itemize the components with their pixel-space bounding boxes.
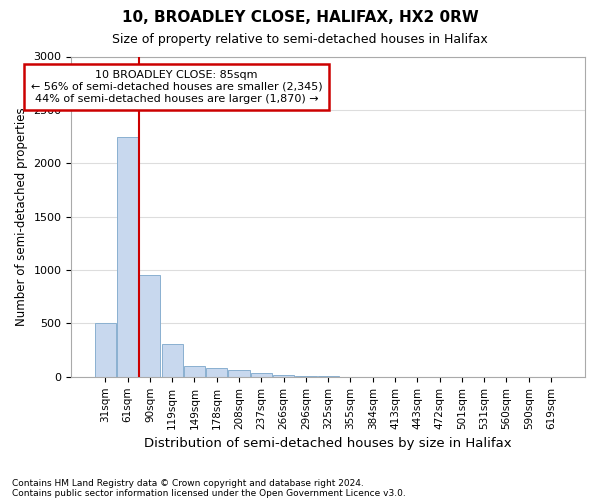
Text: Size of property relative to semi-detached houses in Halifax: Size of property relative to semi-detach… xyxy=(112,32,488,46)
Bar xyxy=(117,136,138,377)
Bar xyxy=(273,375,294,377)
Text: 10 BROADLEY CLOSE: 85sqm
← 56% of semi-detached houses are smaller (2,345)
44% o: 10 BROADLEY CLOSE: 85sqm ← 56% of semi-d… xyxy=(31,70,322,104)
Text: 10, BROADLEY CLOSE, HALIFAX, HX2 0RW: 10, BROADLEY CLOSE, HALIFAX, HX2 0RW xyxy=(122,10,478,25)
Text: Contains HM Land Registry data © Crown copyright and database right 2024.: Contains HM Land Registry data © Crown c… xyxy=(12,478,364,488)
Bar xyxy=(206,368,227,377)
Bar xyxy=(295,376,317,377)
X-axis label: Distribution of semi-detached houses by size in Halifax: Distribution of semi-detached houses by … xyxy=(145,437,512,450)
Bar xyxy=(161,344,183,377)
Bar xyxy=(229,370,250,377)
Bar xyxy=(251,372,272,377)
Bar xyxy=(139,276,160,377)
Y-axis label: Number of semi-detached properties: Number of semi-detached properties xyxy=(15,108,28,326)
Bar xyxy=(95,324,116,377)
Text: Contains public sector information licensed under the Open Government Licence v3: Contains public sector information licen… xyxy=(12,488,406,498)
Bar xyxy=(184,366,205,377)
